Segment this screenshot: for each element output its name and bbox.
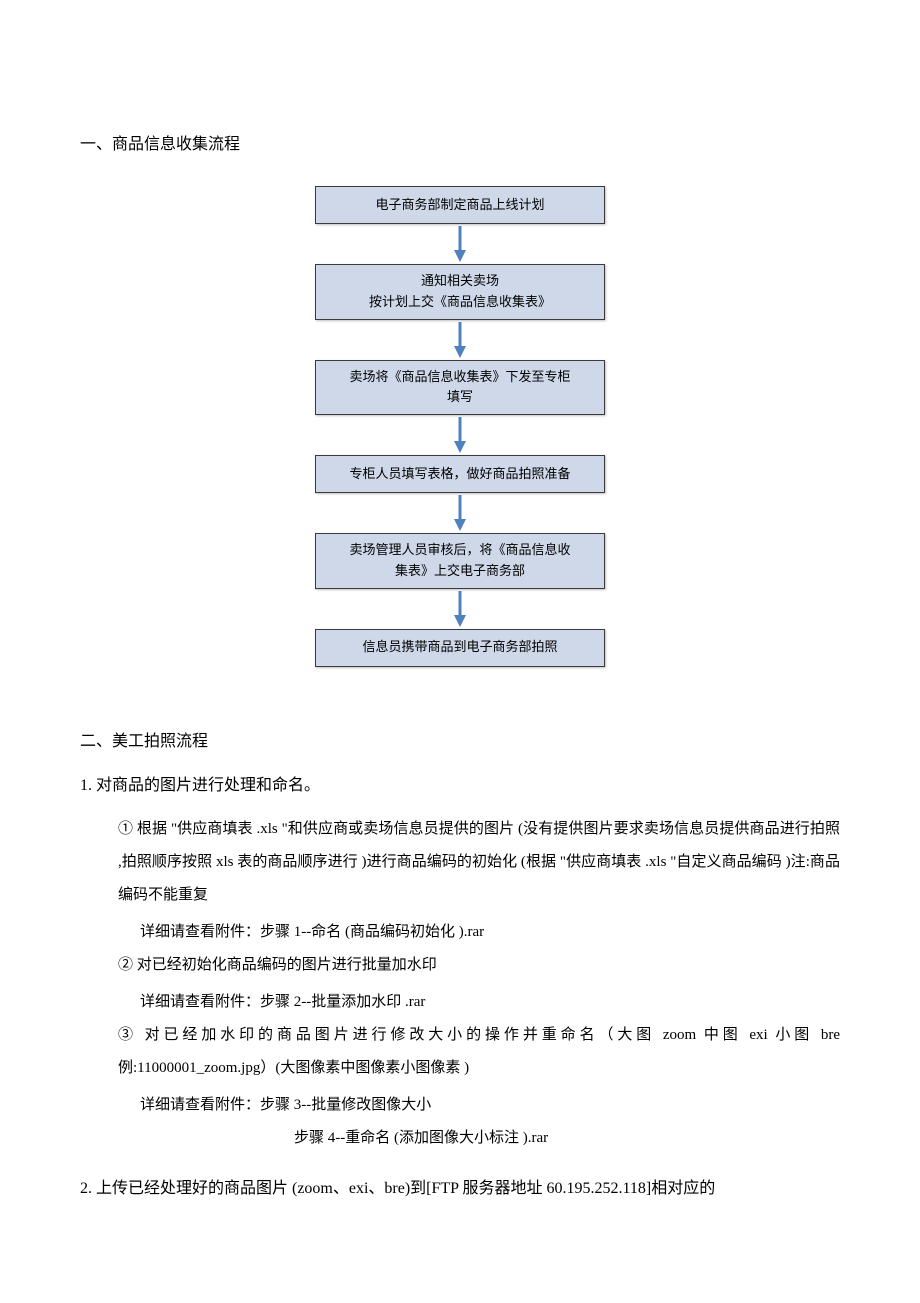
flow-node-2-line1: 通知相关卖场 (421, 271, 499, 292)
flow-node-4: 专柜人员填写表格，做好商品拍照准备 (315, 455, 605, 493)
section-1-heading: 一、商品信息收集流程 (80, 130, 840, 154)
subitem-3-marker: ③ (118, 1027, 137, 1043)
flow-node-3: 卖场将《商品信息收集表》下发至专柜 填写 (315, 360, 605, 416)
subitem-3: ③ 对已经加水印的商品图片进行修改大小的操作并重命名（大图 zoom 中图 ex… (118, 1019, 840, 1085)
subitem-3-text: 对已经加水印的商品图片进行修改大小的操作并重命名（大图 zoom 中图 exi … (118, 1027, 840, 1076)
flow-node-3-line1: 卖场将《商品信息收集表》下发至专柜 (349, 367, 570, 388)
flow-arrow-1 (451, 226, 469, 262)
subitem-1-marker: ① (118, 821, 133, 837)
subitem-1: ① 根据 "供应商填表 .xls "和供应商或卖场信息员提供的图片 (没有提供图… (118, 813, 840, 912)
flow-node-3-line2: 填写 (447, 387, 473, 408)
subitem-1-detail: 详细请查看附件：步骤 1--命名 (商品编码初始化 ).rar (118, 916, 840, 949)
flow-node-5-line2: 集表》上交电子商务部 (395, 561, 525, 582)
item-1-title: 1. 对商品的图片进行处理和命名。 (80, 771, 840, 795)
flow-node-1-line1: 电子商务部制定商品上线计划 (375, 195, 544, 216)
flow-node-1: 电子商务部制定商品上线计划 (315, 186, 605, 224)
flow-node-2-line2: 按计划上交《商品信息收集表》 (369, 292, 551, 313)
flow-arrow-4 (451, 495, 469, 531)
flow-node-5-line1: 卖场管理人员审核后，将《商品信息收 (349, 540, 570, 561)
flow-node-2: 通知相关卖场 按计划上交《商品信息收集表》 (315, 264, 605, 320)
flow-node-6-line1: 信息员携带商品到电子商务部拍照 (362, 637, 557, 658)
subitem-2-text: 对已经初始化商品编码的图片进行批量加水印 (133, 957, 437, 973)
section-2-heading: 二、美工拍照流程 (80, 727, 840, 751)
subitem-2-detail: 详细请查看附件：步骤 2--批量添加水印 .rar (118, 986, 840, 1019)
flow-node-4-line1: 专柜人员填写表格，做好商品拍照准备 (349, 464, 570, 485)
flow-node-5: 卖场管理人员审核后，将《商品信息收 集表》上交电子商务部 (315, 533, 605, 589)
flow-node-6: 信息员携带商品到电子商务部拍照 (315, 629, 605, 667)
flow-arrow-3 (451, 417, 469, 453)
item-2: 2. 上传已经处理好的商品图片 (zoom、exi、bre)到[FTP 服务器地… (80, 1171, 840, 1206)
flow-arrow-5 (451, 591, 469, 627)
subitem-3-detail2: 步骤 4--重命名 (添加图像大小标注 ).rar (118, 1122, 840, 1155)
subitem-1-text: 根据 "供应商填表 .xls "和供应商或卖场信息员提供的图片 (没有提供图片要… (118, 821, 840, 903)
subitem-2-marker: ② (118, 957, 133, 973)
subitem-3-detail1: 详细请查看附件：步骤 3--批量修改图像大小 (118, 1089, 840, 1122)
subitem-2: ② 对已经初始化商品编码的图片进行批量加水印 (118, 949, 840, 982)
flow-arrow-2 (451, 322, 469, 358)
flowchart-container: 电子商务部制定商品上线计划 通知相关卖场 按计划上交《商品信息收集表》 卖场将《… (80, 186, 840, 667)
